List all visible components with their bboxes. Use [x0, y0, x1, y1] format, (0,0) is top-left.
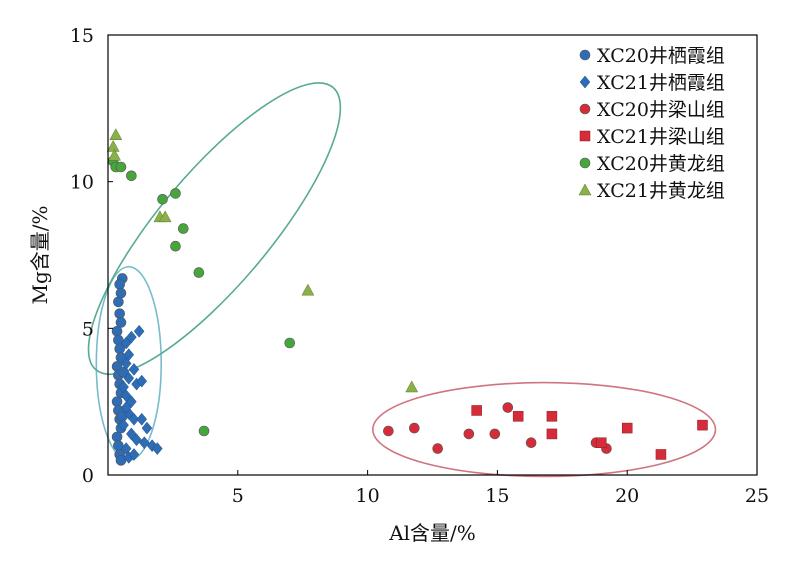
data-point-series-3 — [512, 411, 524, 422]
legend: XC20井栖霞组 XC21井栖霞组 XC20井梁山组 XC21井梁山组 XC20井黄龙组… — [578, 45, 725, 202]
legend-marker — [579, 157, 591, 169]
data-point-series-4 — [115, 161, 127, 173]
legend-marker — [579, 49, 591, 61]
data-point-series-0 — [111, 325, 123, 337]
data-point-series-3 — [697, 419, 708, 431]
data-point-series-2 — [383, 425, 394, 437]
data-point-series-3 — [655, 449, 667, 460]
data-point-series-2 — [409, 422, 420, 434]
x-tick-label: 15 — [485, 485, 509, 507]
data-point-series-1 — [131, 433, 142, 447]
data-point-series-2 — [463, 428, 475, 440]
axis-ticks: 5 10 15 20 25 0 5 10 15 — [70, 25, 769, 507]
data-point-series-1 — [118, 380, 129, 394]
data-point-series-0 — [114, 308, 125, 319]
data-point-series-2 — [432, 443, 443, 454]
data-point-series-1 — [120, 401, 132, 414]
data-point-series-5 — [108, 148, 121, 161]
data-point-series-4 — [198, 425, 210, 437]
data-point-series-1 — [139, 436, 150, 450]
data-point-series-1 — [128, 363, 140, 376]
legend-label: XC20井梁山组 — [597, 99, 725, 121]
data-point-series-5 — [109, 128, 123, 140]
y-tick-label: 10 — [70, 172, 94, 194]
legend-label: XC21井栖霞组 — [597, 72, 725, 94]
data-point-series-0 — [115, 317, 127, 328]
data-point-series-1 — [141, 421, 153, 435]
data-point-series-2 — [489, 428, 501, 440]
data-point-series-1 — [120, 357, 132, 370]
data-point-series-4 — [157, 193, 168, 205]
y-axis-label: Mg含量/% — [28, 205, 52, 304]
legend-marker — [579, 130, 591, 142]
data-point-series-4 — [170, 188, 181, 199]
data-point-series-4 — [193, 267, 205, 278]
data-point-series-5 — [301, 283, 315, 296]
data-point-series-0 — [113, 296, 124, 308]
data-point-series-0 — [111, 431, 123, 443]
data-point-series-3 — [471, 405, 482, 416]
legend-label: XC21井黄龙组 — [597, 180, 725, 202]
data-point-series-3 — [595, 437, 607, 448]
x-tick-label: 25 — [745, 485, 769, 507]
data-point-series-0 — [115, 287, 127, 299]
data-point-series-3 — [621, 422, 633, 434]
data-point-series-1 — [128, 412, 140, 426]
data-point-series-1 — [126, 330, 137, 344]
data-point-series-5 — [405, 380, 419, 393]
data-point-series-3 — [546, 411, 558, 422]
data-point-series-4 — [126, 170, 137, 182]
x-axis-label: Al含量/% — [388, 521, 476, 545]
data-point-series-2 — [525, 437, 537, 449]
legend-label: XC21井梁山组 — [597, 126, 725, 148]
data-point-series-4 — [170, 240, 181, 252]
x-tick-label: 5 — [232, 485, 244, 507]
data-point-series-1 — [128, 448, 140, 461]
x-tick-label: 20 — [615, 485, 639, 507]
data-point-series-1 — [151, 442, 163, 455]
data-point-series-1 — [118, 418, 129, 432]
data-point-series-0 — [111, 396, 123, 407]
data-point-series-1 — [136, 412, 148, 426]
legend-label: XC20井黄龙组 — [597, 153, 725, 175]
y-tick-label: 0 — [82, 465, 94, 487]
data-point-series-1 — [123, 371, 135, 385]
data-point-series-1 — [133, 324, 145, 338]
group-ellipse — [87, 82, 342, 376]
data-point-series-1 — [136, 374, 148, 388]
data-points — [106, 128, 708, 466]
data-point-series-3 — [546, 428, 558, 440]
data-point-series-0 — [114, 279, 125, 290]
legend-marker — [579, 75, 591, 89]
data-point-series-5 — [158, 210, 172, 223]
data-point-series-2 — [502, 402, 514, 413]
data-point-series-4 — [284, 337, 296, 349]
legend-marker — [579, 103, 591, 115]
data-point-series-5 — [106, 139, 120, 152]
legend-label: XC20井栖霞组 — [597, 45, 725, 67]
group-ellipse — [371, 381, 717, 478]
legend-marker — [578, 183, 592, 196]
x-tick-label: 10 — [356, 485, 380, 507]
data-point-series-4 — [177, 223, 189, 234]
plot-frame — [107, 34, 758, 476]
y-tick-label: 5 — [82, 318, 94, 340]
y-tick-label: 15 — [70, 25, 94, 47]
